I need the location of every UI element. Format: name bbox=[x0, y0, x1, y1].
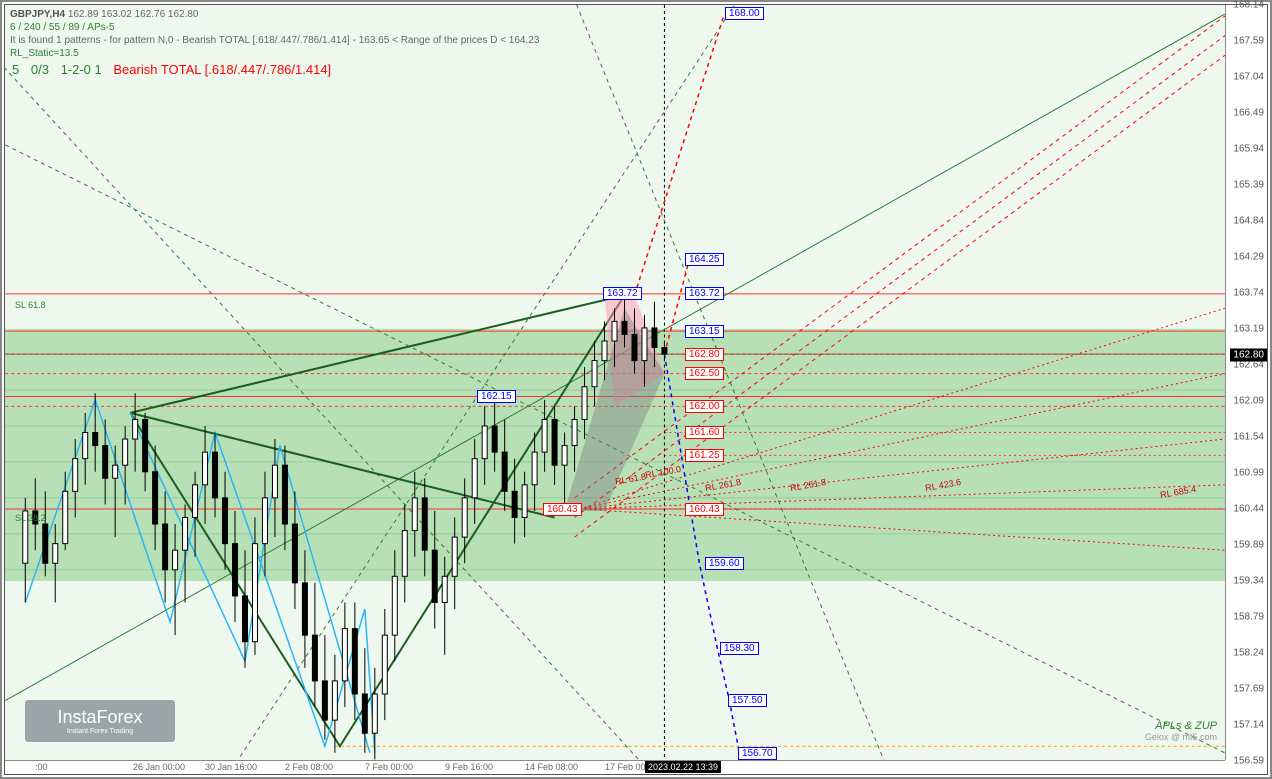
y-tick: 167.04 bbox=[1233, 72, 1264, 83]
price-label: 164.25 bbox=[685, 253, 724, 266]
price-label: 162.00 bbox=[685, 400, 724, 413]
y-tick: 157.14 bbox=[1233, 720, 1264, 731]
x-current-time: 2023.02.22 13:39 bbox=[645, 761, 721, 773]
price-label: 162.80 bbox=[685, 348, 724, 361]
price-label: 158.30 bbox=[720, 642, 759, 655]
watermark-tagline: Instant Forex Trading bbox=[57, 728, 142, 735]
ohlc-label: 162.89 163.02 162.76 162.80 bbox=[68, 9, 199, 20]
y-tick: 164.84 bbox=[1233, 216, 1264, 227]
chart-frame: GBPJPY,H4 162.89 163.02 162.76 162.80 6 … bbox=[0, 0, 1272, 779]
price-label: 160.43 bbox=[685, 503, 724, 516]
price-label: 159.60 bbox=[705, 557, 744, 570]
svg-overlay bbox=[5, 5, 1225, 760]
y-tick: 167.59 bbox=[1233, 36, 1264, 47]
pattern-seg-1: 5 bbox=[12, 62, 19, 77]
credit-line2: Gelox @ mt5.com bbox=[1145, 732, 1217, 742]
price-label: 161.25 bbox=[685, 449, 724, 462]
y-axis: 168.14167.59167.04166.49165.94165.39164.… bbox=[1225, 5, 1267, 760]
price-label: 161.60 bbox=[685, 426, 724, 439]
x-tick: 9 Feb 16:00 bbox=[445, 762, 493, 772]
x-tick: 30 Jan 16:00 bbox=[205, 762, 257, 772]
y-tick: 164.29 bbox=[1233, 252, 1264, 263]
y-tick: 163.74 bbox=[1233, 288, 1264, 299]
x-axis: :00 26 Jan 00:00 30 Jan 16:00 2 Feb 08:00 7 … bbox=[5, 760, 1225, 774]
y-tick: 161.54 bbox=[1233, 432, 1264, 443]
price-label: 160.43 bbox=[543, 503, 582, 516]
pattern-seg-2: 0/3 bbox=[31, 62, 49, 77]
y-tick: 157.69 bbox=[1233, 684, 1264, 695]
y-tick: 162.09 bbox=[1233, 396, 1264, 407]
x-tick: :00 bbox=[35, 762, 48, 772]
price-label: 157.50 bbox=[728, 694, 767, 707]
y-tick: 168.14 bbox=[1233, 0, 1264, 11]
pattern-found-text: It is found 1 patterns - for pattern N,0… bbox=[10, 34, 539, 47]
price-label: 162.50 bbox=[685, 367, 724, 380]
y-tick: 158.24 bbox=[1233, 648, 1264, 659]
y-tick: 159.34 bbox=[1233, 576, 1264, 587]
chart-header: GBPJPY,H4 162.89 163.02 162.76 162.80 6 … bbox=[10, 8, 539, 60]
price-label: 162.15 bbox=[477, 390, 516, 403]
y-tick: 158.79 bbox=[1233, 612, 1264, 623]
y-tick: 156.59 bbox=[1233, 756, 1264, 767]
watermark-brand: InstaForex bbox=[57, 707, 142, 727]
pattern-signature: 5 0/3 1-2-0 1 Bearish TOTAL [.618/.447/.… bbox=[12, 62, 339, 77]
y-tick: 160.44 bbox=[1233, 504, 1264, 515]
x-tick: 7 Feb 00:00 bbox=[365, 762, 413, 772]
credit-line1: APLs & ZUP bbox=[1145, 720, 1217, 732]
price-label: 156.70 bbox=[738, 747, 777, 760]
y-tick: 166.49 bbox=[1233, 108, 1264, 119]
x-tick: 2 Feb 08:00 bbox=[285, 762, 333, 772]
credit-block: APLs & ZUP Gelox @ mt5.com bbox=[1145, 720, 1217, 742]
price-label: 168.00 bbox=[725, 7, 764, 20]
x-tick: 17 Feb 00: bbox=[605, 762, 648, 772]
indicator-params: 6 / 240 / 55 / 89 / APs-5 bbox=[10, 21, 539, 34]
x-tick: 14 Feb 08:00 bbox=[525, 762, 578, 772]
pattern-seg-4: Bearish TOTAL [.618/.447/.786/1.414] bbox=[113, 62, 331, 77]
price-label: 163.72 bbox=[603, 287, 642, 300]
chart-area[interactable]: GBPJPY,H4 162.89 163.02 162.76 162.80 6 … bbox=[5, 5, 1225, 760]
y-current-price: 162.80 bbox=[1230, 348, 1267, 361]
sl-label: SL 61.8 bbox=[15, 300, 46, 310]
price-label: 163.72 bbox=[685, 287, 724, 300]
rl-static-label: RL_Static=13.5 bbox=[10, 47, 539, 60]
sl-label: SL 38.2 bbox=[15, 513, 46, 523]
price-label: 163.15 bbox=[685, 325, 724, 338]
watermark-text: InstaForex Instant Forex Trading bbox=[57, 707, 142, 735]
broker-watermark: InstaForex Instant Forex Trading bbox=[25, 700, 175, 742]
x-tick: 26 Jan 00:00 bbox=[133, 762, 185, 772]
y-tick: 165.94 bbox=[1233, 144, 1264, 155]
y-tick: 162.64 bbox=[1233, 360, 1264, 371]
y-tick: 165.39 bbox=[1233, 180, 1264, 191]
y-tick: 160.99 bbox=[1233, 468, 1264, 479]
y-tick: 159.89 bbox=[1233, 540, 1264, 551]
symbol-label: GBPJPY,H4 bbox=[10, 9, 65, 20]
y-tick: 163.19 bbox=[1233, 324, 1264, 335]
pattern-seg-3: 1-2-0 1 bbox=[61, 62, 102, 77]
